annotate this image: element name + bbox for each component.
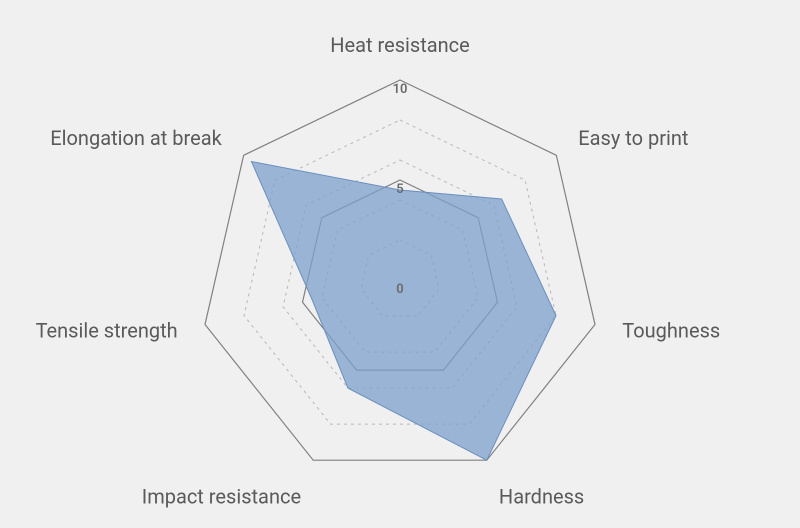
axis-label: Hardness bbox=[499, 484, 584, 508]
tick-label: 0 bbox=[396, 282, 403, 297]
axis-label: Tensile strength bbox=[36, 319, 178, 343]
axis-label: Impact resistance bbox=[142, 484, 301, 508]
tick-label: 5 bbox=[396, 182, 403, 197]
axis-label: Elongation at break bbox=[50, 126, 222, 150]
axis-label: Heat resistance bbox=[330, 33, 470, 57]
axis-label: Easy to print bbox=[578, 126, 688, 150]
tick-label: 10 bbox=[393, 82, 408, 97]
radar-chart: Heat resistance Easy to print Toughness Har… bbox=[0, 0, 800, 528]
axis-label: Toughness bbox=[622, 319, 720, 343]
